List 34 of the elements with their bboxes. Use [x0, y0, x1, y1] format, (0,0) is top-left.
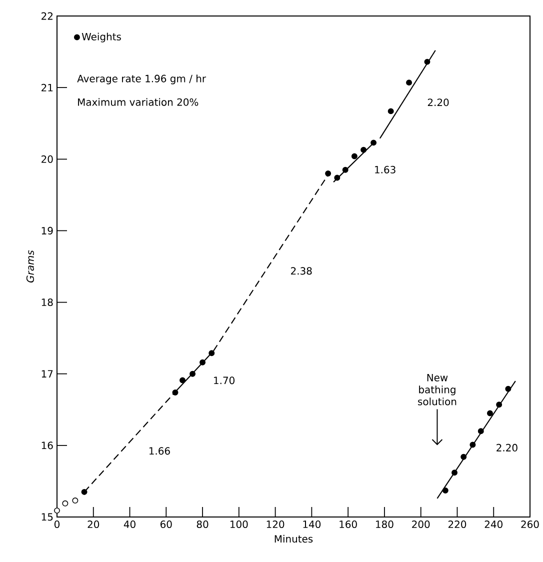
y-tick-label: 20	[42, 155, 53, 163]
x-tick-label: 100	[230, 520, 248, 528]
annotation: New bathing solution	[418, 374, 456, 406]
y-tick-label: 16	[42, 442, 53, 450]
y-tick-label: 17	[42, 370, 53, 378]
x-tick-label: 160	[340, 520, 357, 528]
annotation: Maximum variation 20%	[78, 98, 198, 106]
annotation: 1.63	[375, 166, 396, 174]
y-axis-title: Grams	[26, 250, 34, 282]
x-tick-label: 120	[266, 520, 284, 528]
x-tick-label: 20	[88, 520, 100, 528]
annotation: 2.20	[428, 98, 449, 106]
legend-label: Weights	[82, 32, 121, 42]
annotation: 1.70	[214, 376, 234, 384]
annotation: 2.20	[496, 444, 518, 452]
annotation: 2.38	[291, 267, 312, 275]
annotation: Average rate 1.96 gm / hr	[77, 74, 206, 84]
x-tick-label: 240	[484, 520, 502, 528]
y-tick-label: 21	[42, 84, 53, 92]
annotation: 1.66	[149, 447, 170, 455]
x-tick-label: 180	[376, 520, 394, 528]
x-tick-label: 0	[54, 520, 60, 528]
x-tick-label: 40	[124, 520, 136, 528]
y-tick-label: 19	[42, 226, 53, 234]
y-tick-label: 22	[42, 12, 52, 20]
x-tick-label: 80	[196, 520, 208, 528]
x-tick-label: 200	[412, 520, 430, 528]
x-tick-label: 220	[448, 520, 466, 528]
y-tick-label: 18	[42, 298, 53, 306]
x-tick-label: 60	[160, 520, 172, 528]
x-tick-label: 260	[521, 520, 539, 528]
x-axis-title: Minutes	[274, 534, 313, 543]
y-tick-label: 15	[42, 513, 53, 521]
x-tick-label: 140	[303, 520, 321, 528]
